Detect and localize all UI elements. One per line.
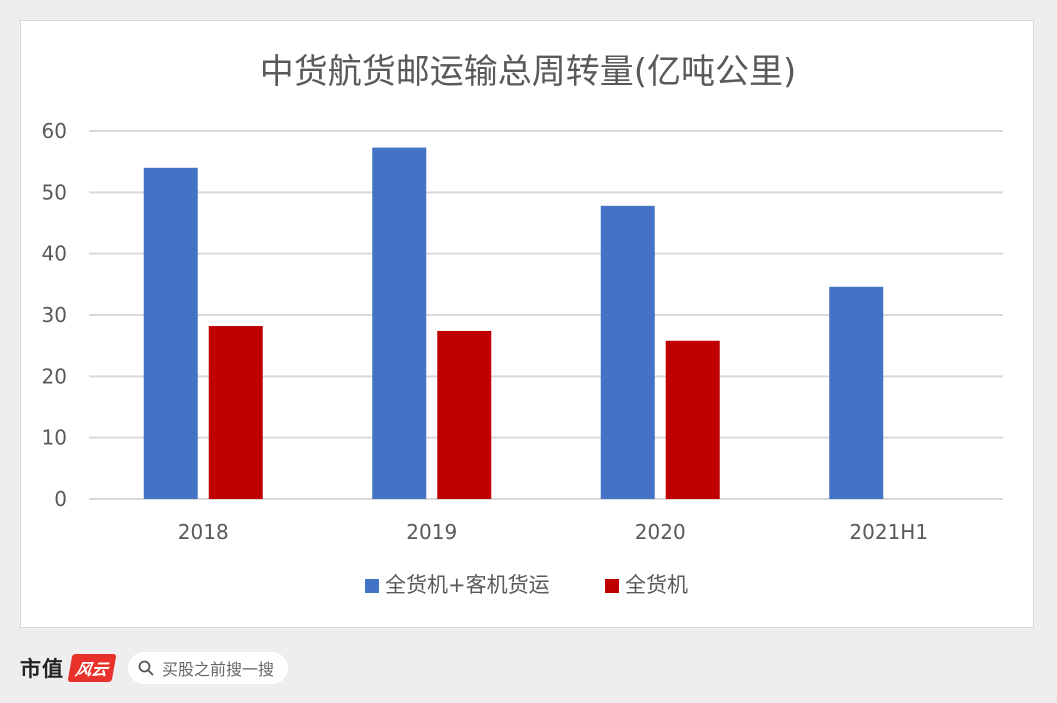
brand-logo[interactable]: 市值 风云: [20, 653, 117, 683]
search-box[interactable]: 买股之前搜一搜: [128, 652, 289, 684]
y-tick-label: 10: [42, 426, 67, 450]
y-tick-label: 40: [42, 242, 67, 266]
y-tick-label: 0: [54, 487, 67, 511]
bar-0-2[interactable]: [600, 205, 655, 499]
legend-swatch: [605, 579, 619, 593]
chart-title: 中货航货邮运输总周转量(亿吨公里): [260, 52, 797, 92]
bar-1-2[interactable]: [665, 340, 720, 499]
bar-chart: 中货航货邮运输总周转量(亿吨公里) 0 10 20 30 40 50 60 2018 2019…: [42, 52, 1003, 597]
bar-1-1[interactable]: [437, 330, 492, 499]
x-tick-label: 2020: [635, 520, 686, 544]
y-tick-label: 20: [42, 364, 67, 388]
x-tick-label: 2018: [178, 520, 229, 544]
y-tick-label: 50: [42, 180, 67, 204]
search-placeholder: 买股之前搜一搜: [162, 660, 275, 679]
bars: [143, 147, 884, 500]
bar-0-1[interactable]: [372, 147, 427, 499]
chart-card: 中货航货邮运输总周转量(亿吨公里) 0 10 20 30 40 50 60 2018 2019…: [20, 20, 1034, 628]
legend-label: 全货机: [625, 573, 688, 597]
bar-0-0[interactable]: [143, 167, 198, 500]
search-icon: [138, 660, 154, 676]
footer-bar: 市值 风云 买股之前搜一搜: [20, 648, 289, 688]
legend-swatch: [365, 579, 379, 593]
y-tick-label: 60: [42, 119, 67, 143]
legend-label: 全货机+客机货运: [385, 573, 550, 597]
y-axis-ticks: 0 10 20 30 40 50 60: [42, 119, 67, 511]
brand-badge: 风云: [67, 654, 117, 682]
x-axis-ticks: 2018 2019 2020 2021H1: [178, 520, 928, 544]
x-tick-label: 2019: [406, 520, 457, 544]
legend: 全货机+客机货运 全货机: [365, 573, 688, 597]
brand-name: 市值: [20, 656, 64, 681]
y-tick-label: 30: [42, 303, 67, 327]
x-tick-label: 2021H1: [849, 520, 928, 544]
bar-1-0[interactable]: [208, 326, 263, 499]
bar-0-3[interactable]: [829, 286, 884, 499]
